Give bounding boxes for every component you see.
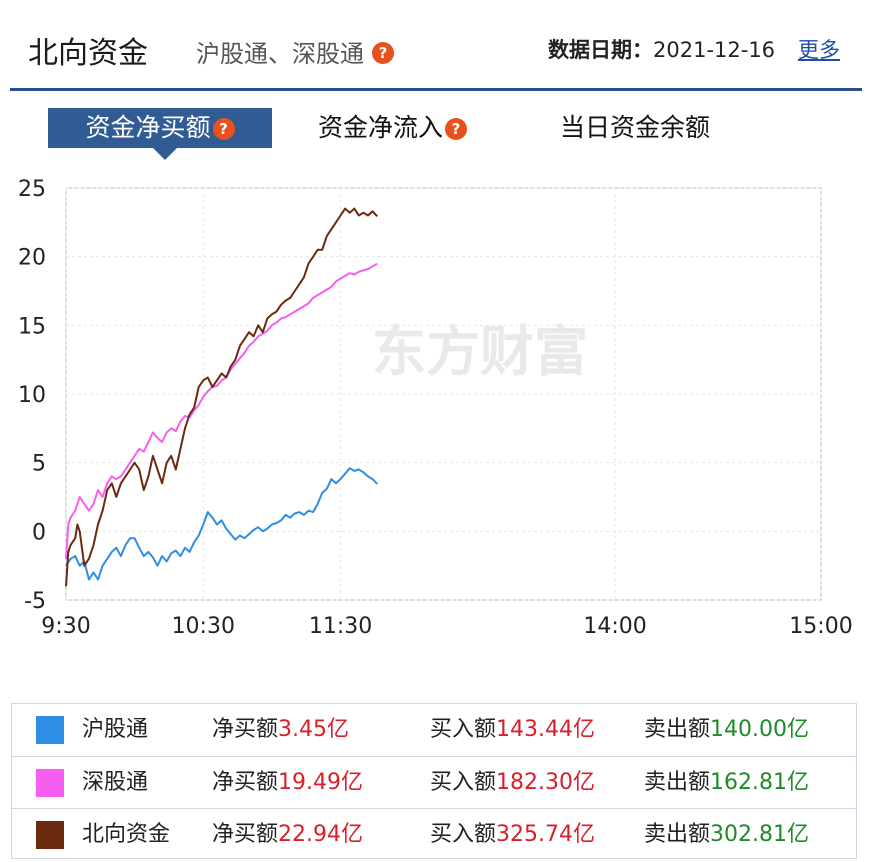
page-title: 北向资金	[28, 36, 148, 71]
net-buy-value: 22.94亿	[278, 822, 363, 847]
plot-area	[65, 187, 822, 601]
sell-value: 140.00亿	[710, 717, 809, 742]
series-name: 深股通	[82, 770, 149, 795]
buy-amount: 买入额325.74亿	[430, 819, 595, 851]
legend-row-sh: 沪股通 净买额3.45亿 买入额143.44亿 卖出额140.00亿	[12, 704, 856, 756]
buy-value: 143.44亿	[496, 717, 595, 742]
buy-label: 买入额	[430, 717, 497, 742]
x-axis: 9:30 10:30 11:30 14:00 15:00	[41, 614, 852, 639]
net-buy-label: 净买额	[212, 717, 279, 742]
legend-row-sz: 深股通 净买额19.49亿 买入额182.30亿 卖出额162.81亿	[12, 756, 856, 808]
buy-amount: 买入额182.30亿	[430, 767, 595, 799]
series-name: 北向资金	[82, 822, 171, 847]
data-date: 数据日期：2021-12-16	[548, 34, 775, 64]
series-name: 沪股通	[82, 717, 149, 742]
x-tick-label: 14:00	[583, 614, 646, 639]
swatch-sh	[36, 716, 64, 744]
subtitle-text: 沪股通、深股通	[196, 40, 364, 68]
net-buy-label: 净买额	[212, 822, 279, 847]
sell-amount: 卖出额162.81亿	[644, 767, 809, 799]
net-buy-value: 19.49亿	[278, 770, 363, 795]
date-value: 2021-12-16	[653, 38, 776, 62]
tab-net-buy[interactable]: 资金净买额?	[48, 108, 272, 160]
y-tick-label: 5	[32, 452, 46, 477]
sell-amount: 卖出额140.00亿	[644, 714, 809, 746]
watermark: 东方财富	[372, 320, 588, 383]
y-axis: 25 20 15 10 5 0 -5	[18, 177, 46, 614]
legend-table: 沪股通 净买额3.45亿 买入额143.44亿 卖出额140.00亿 深股通 净…	[11, 703, 857, 859]
sell-label: 卖出额	[644, 770, 711, 795]
y-tick-label: 20	[18, 246, 46, 271]
grid-lines	[65, 187, 822, 601]
swatch-north	[36, 821, 64, 849]
tab-daily-balance[interactable]: 当日资金余额	[560, 108, 710, 148]
buy-value: 325.74亿	[496, 822, 595, 847]
net-buy: 净买额22.94亿	[212, 819, 363, 851]
help-icon[interactable]: ?	[212, 118, 235, 140]
sell-value: 302.81亿	[710, 822, 809, 847]
header-divider	[10, 88, 862, 91]
sell-label: 卖出额	[644, 717, 711, 742]
help-icon[interactable]: ?	[445, 118, 468, 140]
net-buy-value: 3.45亿	[278, 717, 350, 742]
buy-amount: 买入额143.44亿	[430, 714, 595, 746]
x-tick-label: 10:30	[172, 614, 235, 639]
buy-label: 买入额	[430, 770, 497, 795]
y-tick-label: 25	[18, 177, 46, 202]
page-header: 北向资金 沪股通、深股通? 数据日期：2021-12-16 更多	[0, 0, 878, 92]
line-chart: 东方财富 25 20 15 10 5 0 -5 9:30 10:30 11:30 14:00 15:…	[18, 177, 853, 639]
subtitle: 沪股通、深股通?	[196, 34, 394, 69]
series-line-0	[65, 467, 378, 581]
net-buy: 净买额19.49亿	[212, 767, 363, 799]
y-tick-label: 15	[18, 314, 46, 339]
series-line-2	[65, 207, 378, 587]
y-tick-label: 0	[32, 520, 46, 545]
buy-label: 买入额	[430, 822, 497, 847]
series-line-1	[65, 262, 378, 559]
sell-value: 162.81亿	[710, 770, 809, 795]
y-tick-label: 10	[18, 383, 46, 408]
y-tick-label: -5	[24, 589, 46, 614]
date-label: 数据日期：	[548, 38, 653, 62]
tab-net-inflow[interactable]: 资金净流入?	[318, 108, 468, 148]
x-tick-label: 15:00	[789, 614, 852, 639]
net-buy: 净买额3.45亿	[212, 714, 349, 746]
swatch-sz	[36, 769, 64, 797]
series-lines	[65, 207, 378, 587]
buy-value: 182.30亿	[496, 770, 595, 795]
tab-daily-balance-label: 当日资金余额	[560, 113, 711, 142]
help-icon[interactable]: ?	[372, 42, 394, 64]
net-buy-label: 净买额	[212, 770, 279, 795]
tab-net-buy-label: 资金净买额	[85, 113, 211, 142]
sell-label: 卖出额	[644, 822, 711, 847]
x-tick-label: 11:30	[309, 614, 372, 639]
sell-amount: 卖出额302.81亿	[644, 819, 809, 851]
more-link[interactable]: 更多	[798, 38, 840, 62]
legend-row-north: 北向资金 净买额22.94亿 买入额325.74亿 卖出额302.81亿	[12, 808, 856, 860]
x-tick-label: 9:30	[41, 614, 90, 639]
tab-net-inflow-label: 资金净流入	[318, 113, 444, 142]
